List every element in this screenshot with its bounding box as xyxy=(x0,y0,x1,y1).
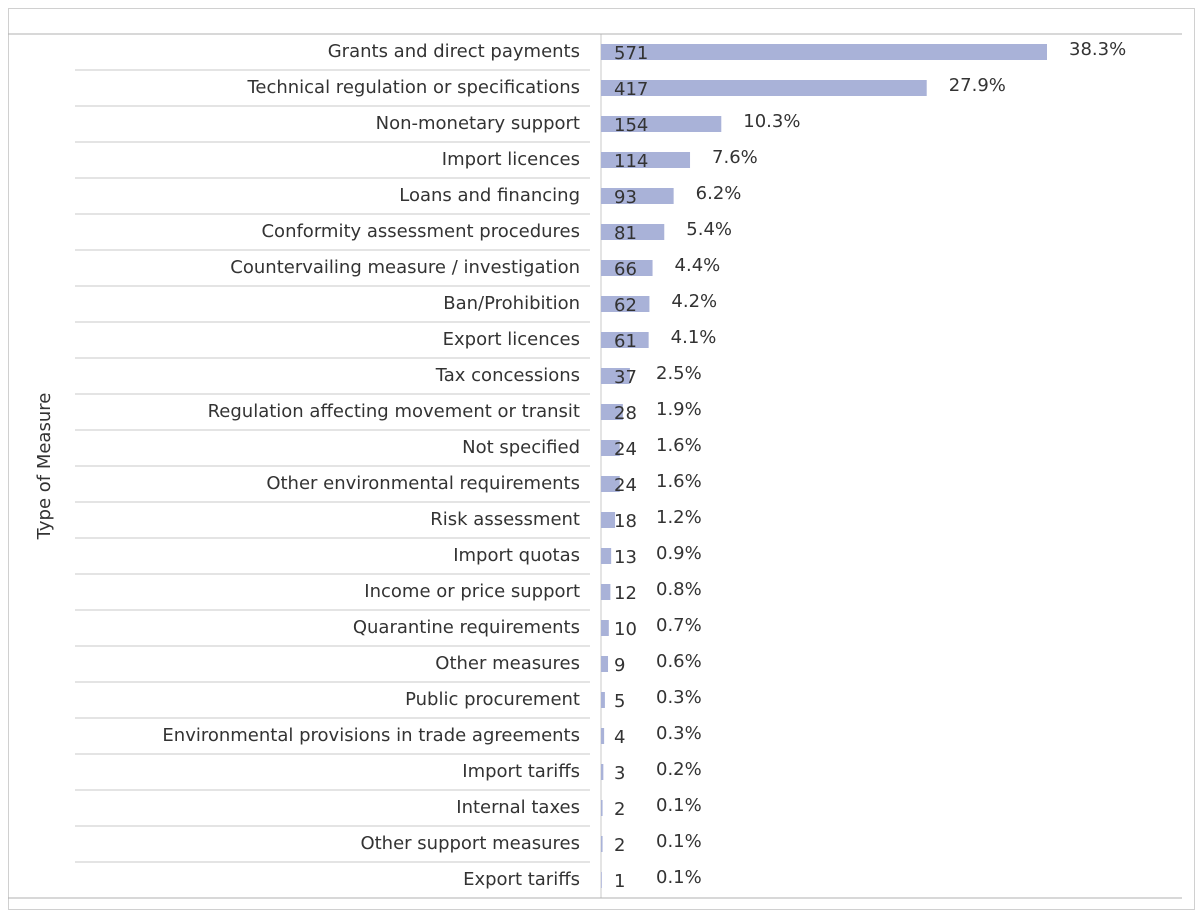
share-label: 0.3% xyxy=(656,687,702,708)
value-label: 12 xyxy=(614,583,637,604)
bar xyxy=(601,116,722,132)
category-label: Other support measures xyxy=(360,833,580,854)
share-label: 4.2% xyxy=(671,291,717,312)
bar xyxy=(601,260,653,276)
y-axis-title: Type of Measure xyxy=(34,393,55,541)
bar xyxy=(601,548,612,564)
share-label: 0.9% xyxy=(656,543,702,564)
category-label: Grants and direct payments xyxy=(328,41,580,62)
share-label: 4.4% xyxy=(675,255,721,276)
category-label: Export licences xyxy=(443,329,580,350)
share-label: 0.6% xyxy=(656,651,702,672)
bar xyxy=(601,224,665,240)
share-label: 2.5% xyxy=(656,363,702,384)
bar xyxy=(601,188,674,204)
bar xyxy=(601,80,927,96)
bar xyxy=(601,296,650,312)
category-label: Other measures xyxy=(435,653,580,674)
value-label: 93 xyxy=(614,187,637,208)
share-label: 27.9% xyxy=(949,75,1006,96)
value-label: 62 xyxy=(614,295,637,316)
category-label: Tax concessions xyxy=(435,365,580,386)
bar xyxy=(601,692,605,708)
value-label: 10 xyxy=(614,619,637,640)
value-label: 37 xyxy=(614,367,637,388)
share-label: 4.1% xyxy=(671,327,717,348)
value-label: 9 xyxy=(614,655,625,676)
category-label: Environmental provisions in trade agreem… xyxy=(162,725,580,746)
bar xyxy=(601,656,609,672)
category-label: Non-monetary support xyxy=(376,113,580,134)
category-label: Countervailing measure / investigation xyxy=(230,257,580,278)
category-label: Export tariffs xyxy=(463,869,580,890)
bar xyxy=(601,584,611,600)
bar xyxy=(601,404,623,420)
category-label: Import quotas xyxy=(453,545,580,566)
category-label: Conformity assessment procedures xyxy=(261,221,580,242)
value-label: 417 xyxy=(614,79,648,100)
share-label: 10.3% xyxy=(743,111,800,132)
share-label: 0.2% xyxy=(656,759,702,780)
share-label: 5.4% xyxy=(686,219,732,240)
category-label: Not specified xyxy=(462,437,580,458)
frame xyxy=(8,8,1195,910)
value-label: 1 xyxy=(614,871,625,892)
category-label: Income or price support xyxy=(364,581,580,602)
bar xyxy=(601,728,605,744)
value-label: 18 xyxy=(614,511,637,532)
category-label: Loans and financing xyxy=(399,185,580,206)
share-label: 1.9% xyxy=(656,399,702,420)
value-label: 28 xyxy=(614,403,637,424)
value-label: 2 xyxy=(614,799,625,820)
share-label: 0.1% xyxy=(656,831,702,852)
category-label: Risk assessment xyxy=(430,509,580,530)
share-label: 6.2% xyxy=(696,183,742,204)
category-label: Public procurement xyxy=(405,689,580,710)
value-label: 114 xyxy=(614,151,648,172)
bar xyxy=(601,440,620,456)
bar xyxy=(601,620,609,636)
value-label: 5 xyxy=(614,691,625,712)
share-label: 0.7% xyxy=(656,615,702,636)
bar xyxy=(601,152,691,168)
share-label: 1.6% xyxy=(656,435,702,456)
share-label: 0.1% xyxy=(656,867,702,888)
category-label: Regulation affecting movement or transit xyxy=(208,401,580,422)
share-label: 0.8% xyxy=(656,579,702,600)
share-label: 0.1% xyxy=(656,795,702,816)
category-label: Internal taxes xyxy=(456,797,580,818)
bar xyxy=(601,44,1047,60)
value-label: 24 xyxy=(614,475,637,496)
value-label: 154 xyxy=(614,115,648,136)
category-label: Ban/Prohibition xyxy=(443,293,580,314)
value-label: 24 xyxy=(614,439,637,460)
bar xyxy=(601,368,630,384)
bar xyxy=(601,764,604,780)
value-label: 2 xyxy=(614,835,625,856)
category-label: Import tariffs xyxy=(462,761,580,782)
share-label: 7.6% xyxy=(712,147,758,168)
bar xyxy=(601,332,649,348)
category-label: Technical regulation or specifications xyxy=(246,77,580,98)
share-label: 0.3% xyxy=(656,723,702,744)
bar xyxy=(601,836,603,852)
share-label: 1.6% xyxy=(656,471,702,492)
value-label: 81 xyxy=(614,223,637,244)
bar xyxy=(601,800,603,816)
bar xyxy=(601,872,602,888)
value-label: 4 xyxy=(614,727,625,748)
value-label: 13 xyxy=(614,547,637,568)
share-label: 1.2% xyxy=(656,507,702,528)
category-label: Other environmental requirements xyxy=(266,473,580,494)
category-label: Quarantine requirements xyxy=(353,617,580,638)
value-label: 3 xyxy=(614,763,625,784)
bar xyxy=(601,512,616,528)
bar xyxy=(601,476,620,492)
value-label: 571 xyxy=(614,43,648,64)
category-label: Import licences xyxy=(442,149,580,170)
value-label: 66 xyxy=(614,259,637,280)
value-label: 61 xyxy=(614,331,637,352)
share-label: 38.3% xyxy=(1069,39,1126,60)
